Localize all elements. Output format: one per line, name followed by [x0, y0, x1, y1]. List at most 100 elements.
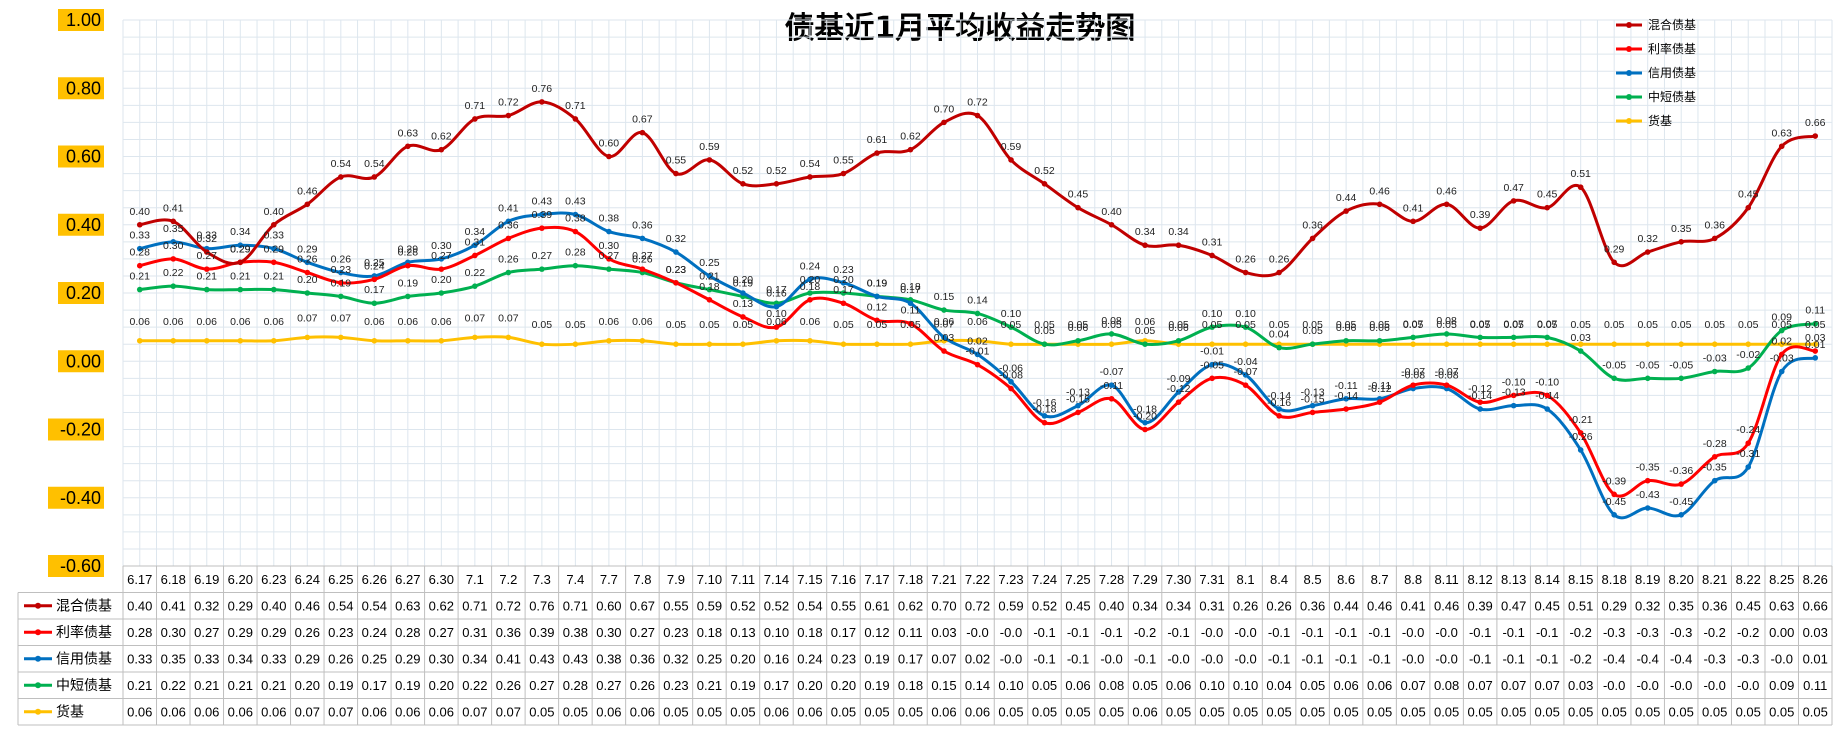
data-label: 0.05	[1403, 319, 1424, 331]
data-labels: 0.40 0.41 0.32 0.29 0.40 0.46 0.54 0.54 0.63 0.62…	[130, 83, 1826, 508]
data-label: 0.36	[632, 219, 653, 231]
table-cell: 0.17	[764, 678, 789, 693]
y-tick-label: 0.60	[66, 147, 101, 167]
data-label: 0.05	[1637, 319, 1658, 331]
data-label: 0.05	[1135, 325, 1156, 337]
data-point	[405, 337, 411, 344]
data-point	[170, 283, 177, 289]
data-label: 0.36	[1704, 219, 1725, 231]
table-cell: -0.0	[1234, 625, 1256, 640]
data-point	[1544, 334, 1550, 341]
table-cell: -0.1	[1268, 625, 1290, 640]
table-cell: 0.29	[228, 599, 253, 614]
data-label: 0.33	[130, 230, 151, 242]
table-cell: -0.1	[1134, 652, 1156, 667]
data-label: 0.05	[1738, 319, 1759, 331]
data-label: 0.18	[800, 281, 821, 293]
data-point	[539, 266, 545, 272]
data-point	[1544, 392, 1550, 399]
table-cell: 0.06	[261, 705, 286, 720]
data-label: 0.27	[431, 250, 452, 262]
data-label: -0.12	[1167, 383, 1191, 395]
data-point	[1745, 440, 1752, 446]
data-point	[304, 334, 311, 341]
table-cell: 0.06	[764, 705, 789, 720]
data-point	[606, 228, 612, 235]
data-point	[1108, 341, 1115, 347]
data-label: 0.66	[1805, 117, 1826, 129]
data-point	[1175, 337, 1182, 344]
table-cell: 0.05	[730, 705, 755, 720]
data-label: -0.05	[1669, 359, 1693, 371]
data-label: 0.05	[1269, 319, 1290, 331]
table-cell: 0.51	[1568, 599, 1593, 614]
data-label: 0.06	[766, 316, 787, 328]
table-cell: 0.23	[663, 625, 688, 640]
data-label: 0.08	[1436, 315, 1457, 327]
data-label: 0.17	[766, 284, 787, 296]
data-point	[371, 300, 378, 307]
data-point	[1376, 337, 1383, 344]
data-point	[405, 262, 411, 269]
table-cell: 0.19	[864, 652, 889, 667]
data-point	[907, 341, 914, 347]
data-label: -0.18	[1033, 404, 1057, 416]
table-cell: -0.1	[1335, 652, 1357, 667]
x-tick-label: 7.23	[998, 572, 1023, 587]
data-label: 0.35	[1671, 223, 1692, 235]
table-cell: 0.21	[127, 678, 152, 693]
data-point	[1276, 269, 1282, 276]
data-label: -0.11	[1335, 380, 1358, 392]
data-label: 0.05	[699, 319, 720, 331]
table-cell: 0.30	[429, 652, 454, 667]
data-label: 0.07	[465, 312, 486, 324]
table-cell: -0.0	[1201, 625, 1223, 640]
table-cell: 0.26	[1233, 599, 1258, 614]
data-point	[1678, 375, 1685, 382]
data-label: -0.20	[1133, 411, 1157, 423]
table-cell: 0.07	[496, 705, 521, 720]
table-cell: 0.05	[1803, 705, 1828, 720]
table-cell: 0.06	[194, 705, 219, 720]
data-label: 0.33	[264, 230, 285, 242]
data-point	[304, 269, 311, 276]
table-cell: 0.28	[127, 625, 152, 640]
data-point	[840, 279, 847, 286]
x-tick-label: 7.24	[1032, 572, 1057, 587]
data-point	[606, 256, 612, 262]
data-label: 0.06	[398, 316, 419, 328]
data-label: 0.26	[1235, 254, 1256, 266]
table-cell: 0.05	[1166, 705, 1191, 720]
table-cell: -0.3	[1636, 625, 1658, 640]
table-cell: 0.21	[228, 678, 253, 693]
y-axis-ticks: 1.00 0.80 0.60 0.40 0.20 0.00 -0.20 -0.40 -0.60	[48, 9, 104, 577]
data-point	[1041, 341, 1048, 347]
data-label: 0.27	[599, 250, 620, 262]
table-cell: 0.26	[1266, 599, 1291, 614]
data-label: 0.39	[532, 209, 553, 221]
data-label: 0.05	[1235, 319, 1256, 331]
data-label: 0.36	[1302, 219, 1323, 231]
table-cell: -0.2	[1569, 652, 1591, 667]
table-cell: 0.29	[295, 652, 320, 667]
data-label: 0.72	[967, 97, 988, 109]
table-cell: 0.05	[1300, 678, 1325, 693]
legend-label: 信用债基	[1648, 66, 1696, 80]
data-point	[1678, 239, 1685, 245]
x-tick-label: 6.25	[328, 572, 353, 587]
table-cell: 0.46	[1367, 599, 1392, 614]
data-label: 0.05	[1302, 319, 1323, 331]
table-cell: -0.4	[1636, 652, 1658, 667]
table-cell: 0.20	[797, 678, 822, 693]
data-label: 0.45	[1068, 189, 1089, 201]
x-tick-label: 7.11	[731, 572, 755, 587]
data-point	[1309, 235, 1316, 242]
data-point	[472, 116, 478, 122]
data-label: -0.18	[1133, 404, 1157, 416]
data-point	[1778, 368, 1785, 375]
table-cell: -0.0	[1636, 678, 1658, 693]
table-cell: 0.33	[194, 652, 219, 667]
table-row-marker	[35, 655, 41, 662]
data-label: 0.41	[163, 202, 184, 214]
data-point	[304, 201, 311, 208]
